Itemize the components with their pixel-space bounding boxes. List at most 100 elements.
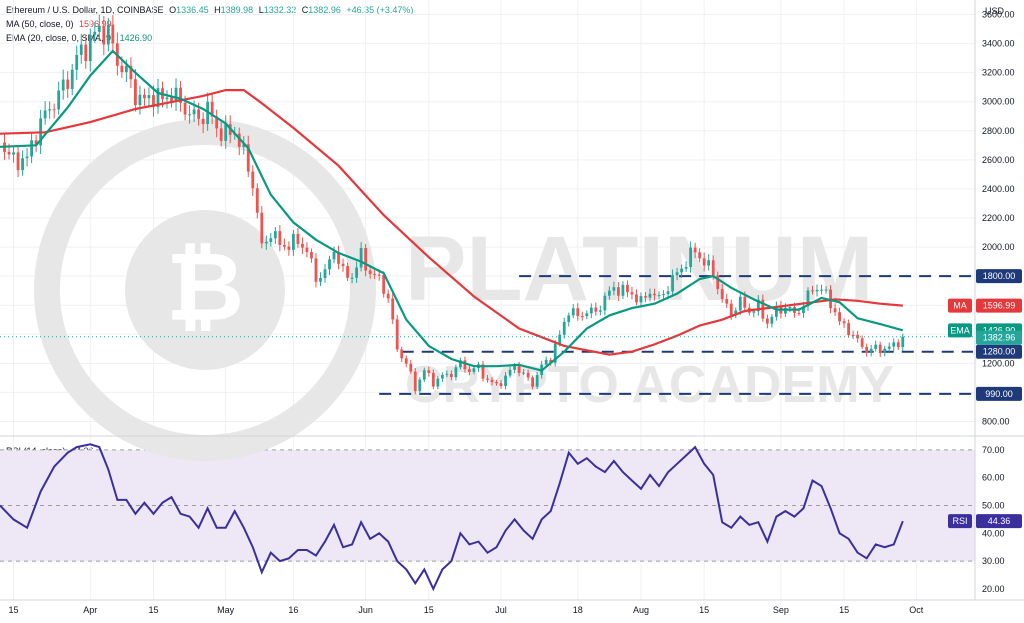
level-tag-value: 1800.00 [983, 271, 1016, 281]
price-tick-label: 2400.00 [982, 184, 1015, 194]
candle-body [106, 24, 110, 45]
candle-body [824, 289, 828, 291]
candle-body [386, 293, 390, 299]
candle-body [621, 284, 625, 296]
candle-body [436, 378, 440, 387]
candle-body [237, 133, 241, 147]
candle-body [671, 275, 674, 292]
candle-body [896, 342, 900, 348]
candle-body [892, 342, 896, 347]
ma-tag-value: 1596.99 [983, 301, 1016, 311]
time-tick-label: 15 [9, 605, 19, 615]
last-price-tag-value: 1382.96 [983, 333, 1016, 343]
candles [3, 14, 905, 395]
candle-body [170, 97, 173, 102]
candle-body [729, 303, 733, 316]
candle-body [251, 171, 255, 189]
candle-body [197, 109, 201, 119]
candle-body [183, 102, 187, 115]
candle-body [531, 377, 535, 387]
candle-body [292, 233, 295, 250]
candle-body [88, 34, 92, 62]
candle-body [364, 247, 368, 271]
candle-body [30, 140, 33, 157]
price-tick-label: 2800.00 [982, 126, 1015, 136]
level-tag-box [976, 386, 1022, 401]
candle-body [431, 372, 435, 387]
candle-body [702, 258, 706, 266]
ohlc-open-label: O [169, 5, 177, 15]
candle-body [246, 144, 250, 172]
candle-body [752, 311, 756, 313]
rsi-tick-label: 20.00 [982, 584, 1005, 594]
rsi-line [0, 443, 904, 592]
time-tick-label: Apr [83, 605, 97, 615]
candle-body [802, 306, 805, 313]
candle-body [332, 251, 336, 260]
candle-body [404, 358, 408, 364]
candle-body [102, 26, 106, 45]
candle-body [147, 95, 151, 99]
price-tick-label: 2000.00 [982, 242, 1015, 252]
candle-body [887, 346, 891, 349]
candle-body [278, 231, 282, 245]
ohlc-close-value: 1382.96 [308, 5, 341, 15]
candle-body [264, 241, 268, 244]
candle-body [513, 365, 516, 370]
candle-body [567, 315, 571, 322]
candle-body [874, 344, 878, 349]
candle-body [558, 334, 562, 344]
candle-body [770, 316, 774, 324]
candle-body [797, 312, 801, 314]
indicator-lines [0, 49, 975, 372]
rsi-tick-label: 60.00 [982, 473, 1005, 483]
ma-tag-box [976, 298, 1022, 313]
candle-body [680, 268, 683, 273]
candle-body [472, 368, 476, 372]
rsi-tag-value: 44.36 [988, 516, 1011, 526]
candle-body [842, 321, 846, 324]
ma-legend-value: 1596.99 [79, 19, 112, 29]
candle-body [377, 274, 381, 276]
candle-body [156, 88, 160, 108]
candle-body [635, 294, 638, 303]
candle-body [120, 65, 124, 73]
candle-body [70, 69, 74, 89]
candle-body [639, 296, 643, 303]
time-tick-label: Jul [495, 605, 507, 615]
candle-body [806, 290, 810, 307]
candle-body [481, 364, 485, 379]
ma-tag-label-box [948, 298, 972, 313]
currency-label: USD [985, 6, 1005, 16]
candle-body [657, 295, 661, 297]
time-tick-label: 15 [424, 605, 434, 615]
price-tick-label: 2200.00 [982, 213, 1015, 223]
time-axis-ticks: 15 Apr 15 May 16 Jun 15 Jul 18 Aug 15 Sep 15 Oct [9, 605, 924, 615]
candle-body [143, 94, 146, 99]
candle-body [282, 244, 286, 247]
candle-body [544, 359, 548, 365]
level-tag-value: 990.00 [985, 389, 1013, 399]
time-tick-label: Oct [909, 605, 924, 615]
ema20-line [0, 49, 904, 372]
candle-body [93, 31, 97, 35]
ma-legend[interactable]: MA (50, close, 0) 1596.99 [6, 19, 112, 29]
candle-body [486, 378, 489, 380]
candle-body [549, 359, 553, 363]
ohlc-change: +46.35 (+3.47%) [346, 5, 414, 15]
candle-body [319, 278, 322, 282]
candle-body [675, 272, 679, 276]
candle-body [589, 307, 593, 314]
candle-body [788, 307, 792, 309]
candle-body [255, 188, 259, 213]
candle-body [427, 370, 431, 373]
candle-body [756, 299, 760, 312]
rsi-plot [0, 443, 904, 592]
candle-body [504, 375, 507, 387]
candle-body [693, 247, 697, 253]
candle-body [454, 367, 458, 378]
ema-legend[interactable]: EMA (20, close, 0, SMA, 9) 1426.90 [6, 33, 152, 43]
candle-body [48, 109, 52, 111]
